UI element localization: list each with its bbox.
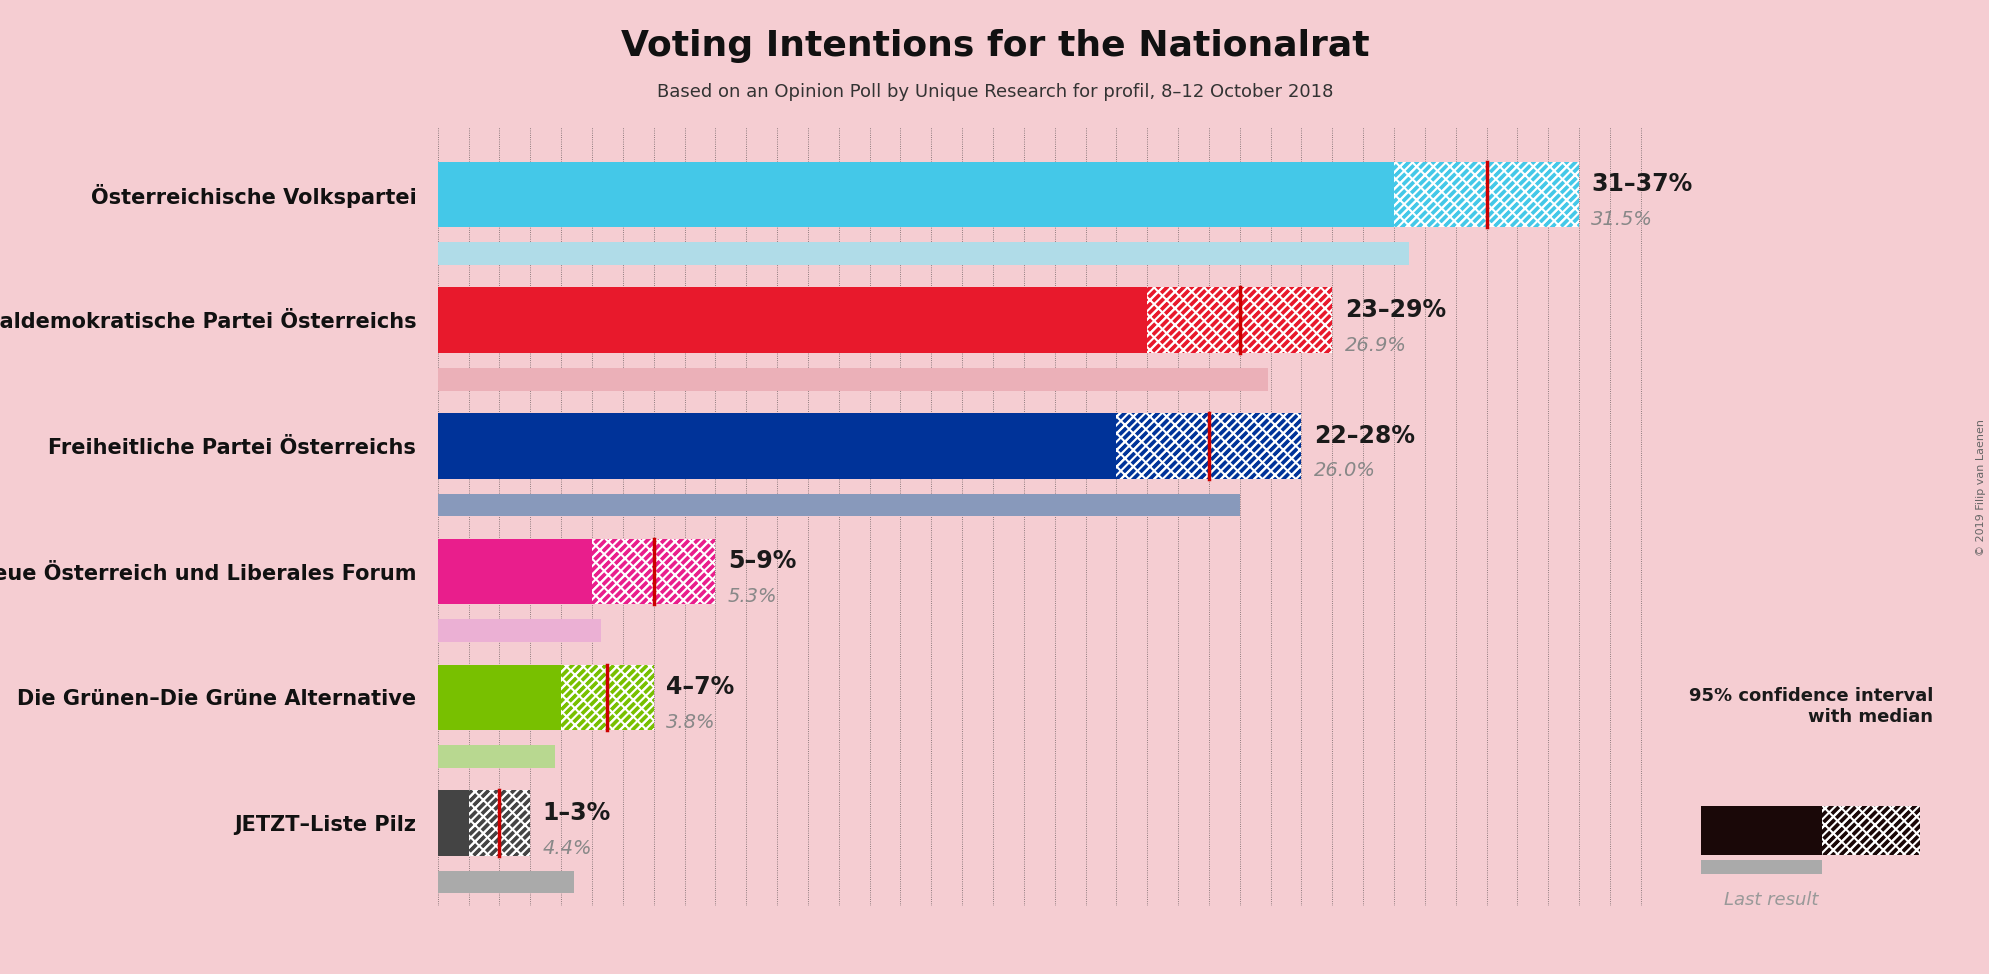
- Bar: [438, 287, 1146, 353]
- Text: 5.3%: 5.3%: [728, 587, 778, 606]
- Bar: [1146, 287, 1333, 353]
- Bar: [438, 790, 469, 855]
- Text: 23–29%: 23–29%: [1345, 298, 1446, 322]
- Text: 31–37%: 31–37%: [1591, 172, 1693, 197]
- Bar: [1392, 162, 1579, 227]
- Bar: [561, 664, 652, 730]
- Text: 4.4%: 4.4%: [543, 839, 593, 857]
- Text: 26.0%: 26.0%: [1313, 462, 1374, 480]
- Text: © 2019 Filip van Laenen: © 2019 Filip van Laenen: [1975, 419, 1985, 555]
- Bar: [1116, 413, 1301, 478]
- Bar: [438, 494, 1239, 516]
- Bar: [1146, 287, 1333, 353]
- Bar: [469, 790, 529, 855]
- Text: 26.9%: 26.9%: [1345, 336, 1406, 355]
- Bar: [1116, 413, 1301, 478]
- Bar: [438, 162, 1392, 227]
- Text: Last result: Last result: [1722, 891, 1818, 909]
- Bar: [438, 871, 573, 893]
- Bar: [561, 664, 652, 730]
- Text: 31.5%: 31.5%: [1591, 210, 1653, 229]
- Bar: [438, 243, 1408, 265]
- Bar: [438, 413, 1116, 478]
- Bar: [1701, 860, 1822, 874]
- Bar: [1392, 162, 1579, 227]
- Bar: [438, 745, 555, 768]
- Text: 22–28%: 22–28%: [1313, 424, 1414, 448]
- Text: 1–3%: 1–3%: [543, 801, 611, 825]
- Bar: [438, 619, 601, 642]
- Bar: [438, 539, 593, 604]
- Bar: [438, 664, 561, 730]
- Bar: [1822, 806, 1919, 855]
- Bar: [469, 790, 529, 855]
- Text: 5–9%: 5–9%: [728, 549, 796, 574]
- Text: Based on an Opinion Poll by Unique Research for profil, 8–12 October 2018: Based on an Opinion Poll by Unique Resea…: [656, 83, 1333, 100]
- Bar: [1822, 806, 1919, 855]
- Bar: [438, 368, 1267, 391]
- Bar: [1701, 806, 1822, 855]
- Bar: [593, 539, 716, 604]
- Text: Voting Intentions for the Nationalrat: Voting Intentions for the Nationalrat: [621, 29, 1368, 63]
- Text: 4–7%: 4–7%: [666, 675, 734, 699]
- Text: 95% confidence interval
with median: 95% confidence interval with median: [1689, 687, 1931, 726]
- Bar: [593, 539, 716, 604]
- Text: 3.8%: 3.8%: [666, 713, 716, 731]
